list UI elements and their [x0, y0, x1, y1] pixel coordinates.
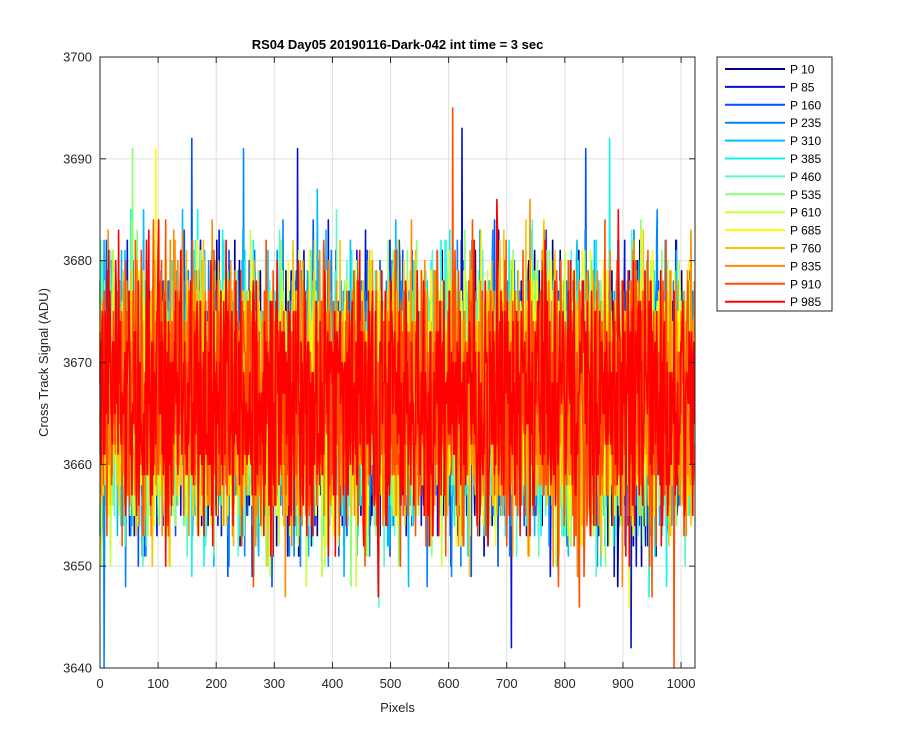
legend-entry: P 985	[790, 295, 821, 309]
legend-entry: P 685	[790, 224, 821, 238]
legend-entry: P 460	[790, 170, 821, 184]
legend-box	[716, 56, 833, 312]
legend-entry: P 385	[790, 152, 821, 166]
legend-entry: P 160	[790, 98, 821, 112]
x-tick-label: 0	[96, 676, 103, 691]
x-axis-label: Pixels	[380, 700, 415, 715]
y-axis-label: Cross Track Signal (ADU)	[36, 288, 51, 437]
legend: P 10 P 85 P 160 P 235 P 310 P 385 P 460 P 535 P …	[716, 56, 833, 312]
x-tick-label: 1000	[667, 676, 696, 691]
x-tick-label: 300	[263, 676, 285, 691]
legend-entry: P 835	[790, 259, 821, 273]
legend-entry: P 760	[790, 242, 821, 256]
legend-entry: P 10	[790, 63, 815, 77]
legend-entry: P 610	[790, 206, 821, 220]
legend-entry: P 535	[790, 188, 821, 202]
x-tick-label: 400	[322, 676, 344, 691]
y-tick-label: 3680	[63, 253, 92, 268]
x-tick-label: 700	[496, 676, 518, 691]
chart-title: RS04 Day05 20190116-Dark-042 int time = …	[252, 37, 544, 52]
y-tick-label: 3700	[63, 50, 92, 65]
series-line	[99, 198, 696, 598]
x-tick-label: 600	[438, 676, 460, 691]
x-tick-label: 200	[205, 676, 227, 691]
legend-entry: P 235	[790, 116, 821, 130]
y-tick-label: 3650	[63, 559, 92, 574]
series-lines	[99, 107, 696, 669]
x-tick-label: 800	[554, 676, 576, 691]
x-tick-label: 900	[612, 676, 634, 691]
y-tick-label: 3640	[63, 661, 92, 676]
x-tick-label: 500	[380, 676, 402, 691]
legend-entry: P 910	[790, 277, 821, 291]
y-tick-label: 3670	[63, 355, 92, 370]
legend-entry: P 310	[790, 134, 821, 148]
y-tick-label: 3690	[63, 151, 92, 166]
y-tick-label: 3660	[63, 457, 92, 472]
x-tick-label: 100	[147, 676, 169, 691]
legend-entry: P 85	[790, 80, 815, 94]
axis-ticks: 0 100 200 300 400 500 600 700 800 900 1000 3640 3650…	[63, 50, 695, 692]
